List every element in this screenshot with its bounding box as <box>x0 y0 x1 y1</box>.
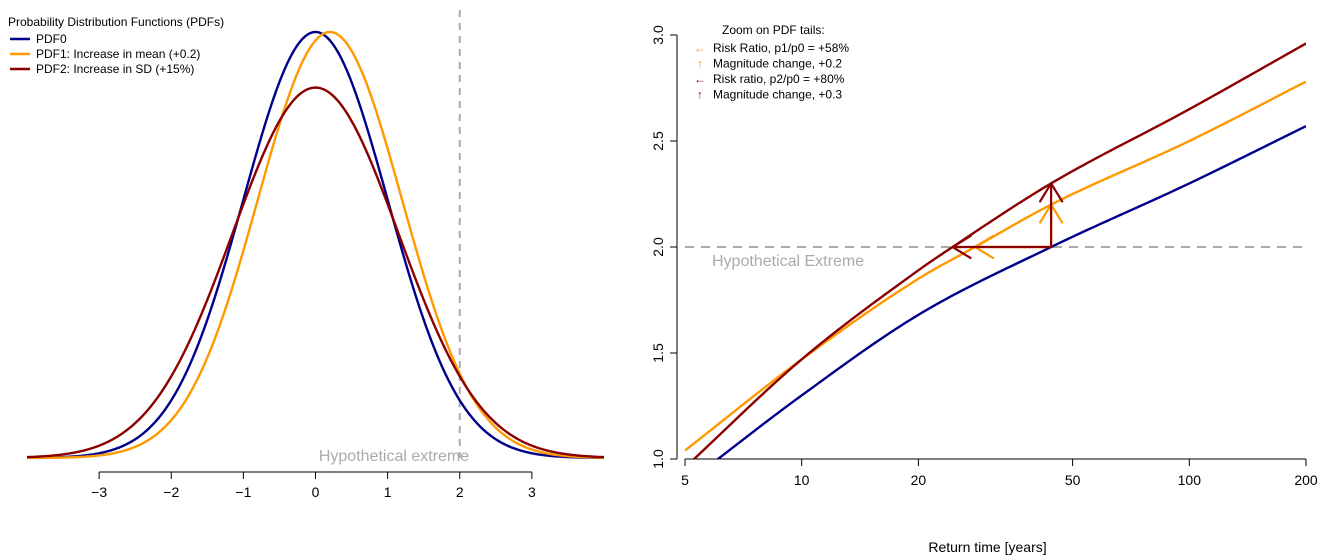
x-tick-label: 3 <box>528 484 536 500</box>
legend-title: Probability Distribution Functions (PDFs… <box>8 15 224 29</box>
x-axis-title: Return time [years] <box>928 539 1046 555</box>
y-tick-label: 1.5 <box>650 343 666 363</box>
legend-symbol: ↑ <box>697 88 703 102</box>
arrow-head <box>974 234 995 248</box>
x-tick-label: 5 <box>681 472 689 488</box>
arrow-head <box>1050 204 1064 224</box>
curve-pdf0 <box>716 125 1306 459</box>
extreme-label: Hypothetical Extreme <box>712 253 864 270</box>
x-tick-label: 0 <box>312 484 320 500</box>
x-tick-label: −2 <box>163 484 179 500</box>
arrow-head <box>1038 182 1053 203</box>
x-tick-label: 100 <box>1178 472 1202 488</box>
y-tick-label: 2.5 <box>650 131 666 151</box>
x-tick-label: 200 <box>1294 472 1318 488</box>
curve-pdf1-increase-in-mean-0-2 <box>26 30 605 460</box>
arrow-head <box>1038 204 1053 224</box>
y-tick-label: 2.0 <box>650 237 666 257</box>
legend-entry: Magnitude change, +0.3 <box>713 88 842 102</box>
pdf-panel: −3 −2 −1 0 1 2 3 Hypothetical extreme Probabilit… <box>8 10 605 500</box>
arrow-head <box>951 246 972 260</box>
legend-title: Zoom on PDF tails: <box>722 23 825 37</box>
arrow-pdf2-2 <box>951 234 1052 260</box>
arrow-pdf2-3 <box>1038 182 1064 247</box>
legend-entry: Magnitude change, +0.2 <box>713 57 842 71</box>
y-tick-label: 3.0 <box>650 25 666 45</box>
return-time-panel: 5 10 20 50 100 200 1.0 1.5 2.0 2.5 3.0 Return time … <box>650 23 1318 555</box>
arrow-head <box>951 234 972 248</box>
legend-entry: PDF2: Increase in SD (+15%) <box>36 62 194 76</box>
legend-symbol: ↑ <box>697 57 703 71</box>
arrow-head <box>974 246 995 260</box>
curve-pdf2-increase-in-sd-15 <box>26 86 605 459</box>
legend-entry: Risk ratio, p2/p0 = +80% <box>713 72 845 86</box>
x-tick-label: −1 <box>235 484 251 500</box>
y-tick-label: 1.0 <box>650 449 666 469</box>
arrow-head <box>1050 182 1064 203</box>
x-tick-label: 50 <box>1065 472 1081 488</box>
x-tick-label: 20 <box>911 472 927 488</box>
curve-pdf0 <box>26 30 605 460</box>
legend-symbol: ← <box>694 72 706 86</box>
legend-entry: PDF0 <box>36 32 67 46</box>
extreme-label: Hypothetical extreme <box>319 448 469 465</box>
legend-entry: PDF1: Increase in mean (+0.2) <box>36 47 200 61</box>
x-tick-label: 2 <box>456 484 464 500</box>
x-tick-label: −3 <box>91 484 107 500</box>
legend-entry: Risk Ratio, p1/p0 = +58% <box>713 41 849 55</box>
x-tick-label: 1 <box>384 484 392 500</box>
legend-symbol: ← <box>694 41 706 55</box>
x-tick-label: 10 <box>794 472 810 488</box>
